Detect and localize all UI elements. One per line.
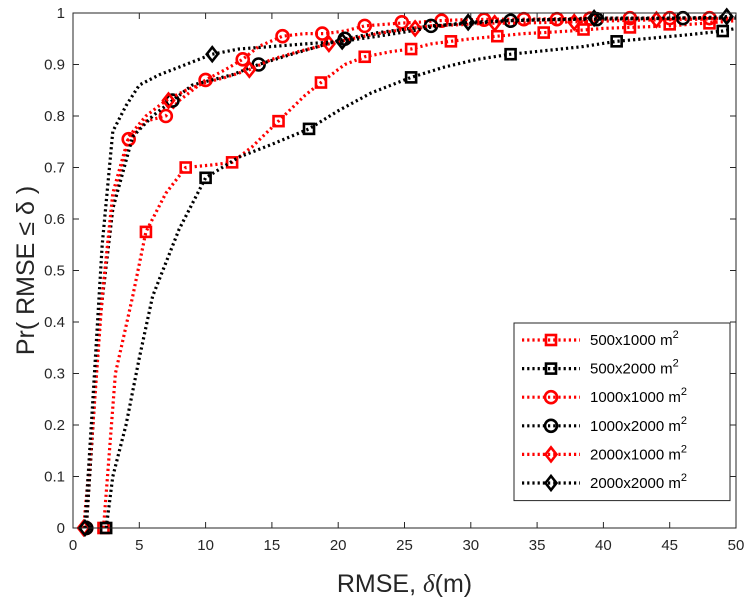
y-tick-label: 0.3 [44, 366, 65, 383]
y-tick-label: 0.1 [44, 469, 65, 486]
series-2000x2000 [77, 7, 736, 538]
series-line-500x1000 [101, 19, 737, 529]
legend-marker [543, 389, 559, 405]
data-point-2000x2000 [719, 7, 734, 26]
legend-marker [543, 418, 559, 434]
data-point-500x1000 [314, 76, 328, 89]
data-point-2000x2000 [335, 32, 350, 51]
data-point-1000x1000 [235, 52, 251, 67]
data-point-1000x2000 [251, 57, 266, 72]
data-point-2000x2000 [586, 9, 602, 28]
legend-label: 500x2000 m2 [590, 358, 679, 378]
data-point-500x1000 [444, 35, 458, 48]
data-point-500x1000 [491, 29, 504, 43]
data-point-500x2000 [199, 171, 212, 185]
x-tick-label: 50 [728, 537, 745, 554]
series-layer [76, 7, 737, 538]
legend-entry: 2000x2000 m2 [522, 472, 687, 493]
data-point-500x2000 [610, 35, 623, 48]
y-tick-label: 0.4 [44, 314, 65, 331]
x-tick-label: 45 [661, 537, 678, 554]
series-line-1000x2000 [84, 16, 736, 529]
y-tick-label: 0.9 [44, 57, 65, 74]
legend-entry: 1000x2000 m2 [522, 415, 687, 435]
data-point-500x1000 [225, 156, 239, 169]
x-axis-label: RMSE, δ(m) [337, 570, 472, 598]
series-line-500x2000 [104, 26, 737, 529]
data-point-1000x1000 [275, 28, 290, 44]
x-axis-label-prefix: RMSE, [337, 570, 423, 598]
plot-frame [72, 12, 737, 529]
legend-label: 1000x2000 m2 [590, 415, 687, 435]
legend-marker [544, 333, 558, 347]
legend-entry: 1000x1000 m2 [522, 386, 687, 406]
data-point-1000x1000 [357, 18, 373, 34]
x-tick-label: 0 [69, 537, 77, 554]
y-tick-label: 0.7 [44, 160, 65, 177]
data-point-500x1000 [272, 114, 285, 128]
legend-marker [543, 445, 559, 464]
data-point-2000x1000 [242, 60, 257, 79]
legend-label: 1000x1000 m2 [590, 386, 687, 406]
legend-label: 2000x2000 m2 [590, 472, 687, 492]
legend-box [513, 322, 731, 502]
series-line-2000x1000 [82, 16, 737, 529]
y-tick-label: 0.2 [44, 417, 65, 434]
legend-marker [544, 362, 558, 375]
data-point-1000x2000 [503, 13, 518, 29]
y-tick-label: 0.8 [44, 108, 65, 125]
x-axis-label-symbol: δ [423, 571, 435, 598]
legend-label: 2000x1000 m2 [590, 443, 687, 463]
data-point-500x1000 [358, 50, 372, 64]
x-tick-label: 20 [330, 537, 347, 554]
data-point-500x2000 [302, 122, 316, 136]
x-tick-label: 15 [264, 537, 281, 554]
legend-entry: 500x2000 m2 [522, 358, 679, 378]
y-tick-labels: 0 0.1 0.2 0.3 0.4 0.5 0.6 0.7 0.8 0.9 1 [44, 5, 65, 537]
data-point-500x2000 [504, 47, 517, 61]
data-point-1000x1000 [476, 12, 492, 27]
data-point-500x1000 [623, 21, 637, 34]
data-point-2000x1000 [161, 91, 176, 110]
legend-label: 500x1000 m2 [590, 329, 679, 349]
x-axis-label-suffix: (m) [435, 570, 472, 598]
data-point-2000x2000 [77, 518, 93, 538]
data-point-1000x1000 [314, 26, 330, 41]
data-point-2000x2000 [205, 45, 220, 64]
legend-entry: 500x1000 m2 [522, 329, 679, 349]
legend-entry: 2000x1000 m2 [522, 443, 687, 464]
y-tick-label: 0.6 [44, 211, 65, 228]
data-point-500x2000 [404, 71, 418, 84]
y-axis-label: Pr( RMSE ≤ δ ) [12, 186, 40, 355]
x-tick-labels: 0 5 10 15 20 25 30 35 40 45 50 [69, 537, 745, 554]
data-point-500x1000 [139, 225, 153, 239]
data-point-500x1000 [404, 42, 418, 56]
x-tick-label: 35 [529, 537, 546, 554]
x-tick-label: 5 [135, 537, 143, 554]
data-point-500x1000 [179, 161, 193, 174]
y-tick-label: 0 [57, 520, 65, 537]
x-tick-label: 30 [462, 537, 479, 554]
x-tick-label: 40 [595, 537, 612, 554]
data-point-1000x1000 [158, 108, 174, 124]
legend: 500x1000 m2 500x2000 m2 1000x1000 m2 1000x2… [513, 322, 731, 502]
x-tick-label: 10 [197, 537, 214, 554]
legend-marker [543, 473, 559, 493]
y-tick-label: 0.5 [44, 263, 65, 280]
tick-marks [72, 12, 737, 529]
y-tick-label: 1 [57, 5, 65, 22]
data-point-500x1000 [577, 23, 590, 36]
series-line-1000x1000 [84, 16, 736, 529]
data-point-500x1000 [537, 26, 551, 39]
data-point-2000x1000 [407, 19, 423, 38]
data-point-500x2000 [716, 24, 730, 38]
data-point-2000x2000 [460, 13, 476, 32]
x-tick-label: 25 [396, 537, 413, 554]
